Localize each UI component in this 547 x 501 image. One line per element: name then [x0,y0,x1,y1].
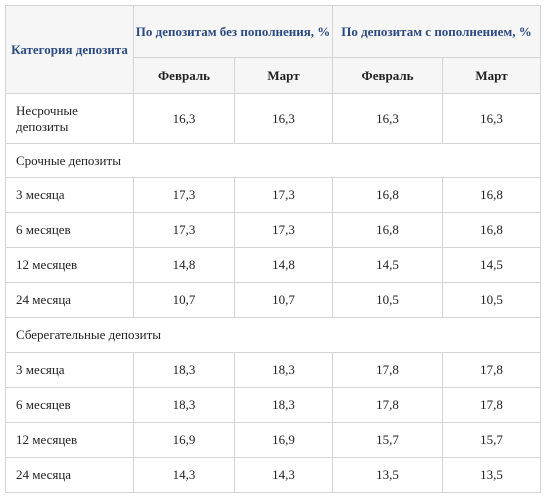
table-row: 3 месяца 17,3 17,3 16,8 16,8 [5,177,542,213]
rate-cell: 17,8 [442,387,542,423]
header-group-no-replenishment: По депозитам без пополнения, % [132,5,334,58]
row-label: 12 месяцев [5,247,134,283]
rate-cell: 17,3 [133,212,235,248]
rate-cell: 16,9 [133,422,235,458]
rate-cell: 17,3 [133,177,235,213]
rate-cell: 16,9 [233,422,334,458]
table-row: 24 месяца 14,3 14,3 13,5 13,5 [5,457,542,493]
section-title: Срочные депозиты [4,143,542,178]
rate-cell: 18,3 [133,352,235,388]
table-row: 3 месяца 18,3 18,3 17,8 17,8 [5,352,542,388]
header-group-with-replenishment: По депозитам с пополнением, % [332,5,542,58]
header-month: Февраль [133,57,235,94]
rate-cell: 15,7 [442,422,542,458]
row-label: 6 месяцев [5,212,134,248]
rate-cell: 17,3 [233,212,334,248]
table-row: Несрочные депозиты 16,3 16,3 16,3 16,3 [5,93,542,144]
rate-cell: 17,8 [332,387,444,423]
rate-cell: 16,8 [332,177,444,213]
header-month: Март [442,57,542,94]
row-label: 3 месяца [5,352,134,388]
row-label: Несрочные депозиты [5,93,134,144]
section-row: Срочные депозиты [4,143,542,178]
rate-cell: 16,3 [332,93,444,144]
rate-cell: 14,8 [133,247,235,283]
row-label: 12 месяцев [5,422,134,458]
rate-cell: 16,3 [442,93,542,144]
section-title: Сберегательные депозиты [4,317,542,353]
row-label: 6 месяцев [5,387,134,423]
deposit-rates-table: Категория депозита По депозитам без попо… [4,5,542,493]
rate-cell: 16,3 [233,93,334,144]
rate-cell: 13,5 [442,457,542,493]
table-row: 12 месяцев 14,8 14,8 14,5 14,5 [5,247,542,283]
rate-cell: 16,3 [133,93,235,144]
rate-cell: 17,3 [233,177,334,213]
rate-cell: 10,7 [233,282,334,318]
row-label: 3 месяца [5,177,134,213]
rate-cell: 17,8 [442,352,542,388]
row-label: 24 месяца [5,457,134,493]
rate-cell: 14,5 [442,247,542,283]
rate-cell: 18,3 [233,352,334,388]
row-label: 24 месяца [5,282,134,318]
table-row: 6 месяцев 17,3 17,3 16,8 16,8 [5,212,542,248]
rate-cell: 14,8 [233,247,334,283]
rate-cell: 10,5 [442,282,542,318]
rate-cell: 17,8 [332,352,444,388]
rate-cell: 16,8 [442,212,542,248]
table-row: 12 месяцев 16,9 16,9 15,7 15,7 [5,422,542,458]
table-row: 6 месяцев 18,3 18,3 17,8 17,8 [5,387,542,423]
rate-cell: 18,3 [233,387,334,423]
rate-cell: 18,3 [133,387,235,423]
rate-cell: 16,8 [442,177,542,213]
rate-cell: 16,8 [332,212,444,248]
header-category: Категория депозита [5,5,134,94]
rate-cell: 15,7 [332,422,444,458]
rate-cell: 14,3 [133,457,235,493]
section-row: Сберегательные депозиты [4,317,542,353]
header-month: Февраль [332,57,444,94]
header-month: Март [233,57,334,94]
rate-cell: 14,5 [332,247,444,283]
table-row: 24 месяца 10,7 10,7 10,5 10,5 [5,282,542,318]
rate-cell: 13,5 [332,457,444,493]
rate-cell: 10,5 [332,282,444,318]
deposit-rates-table-container: Категория депозита По депозитам без попо… [4,5,542,493]
rate-cell: 14,3 [233,457,334,493]
rate-cell: 10,7 [133,282,235,318]
